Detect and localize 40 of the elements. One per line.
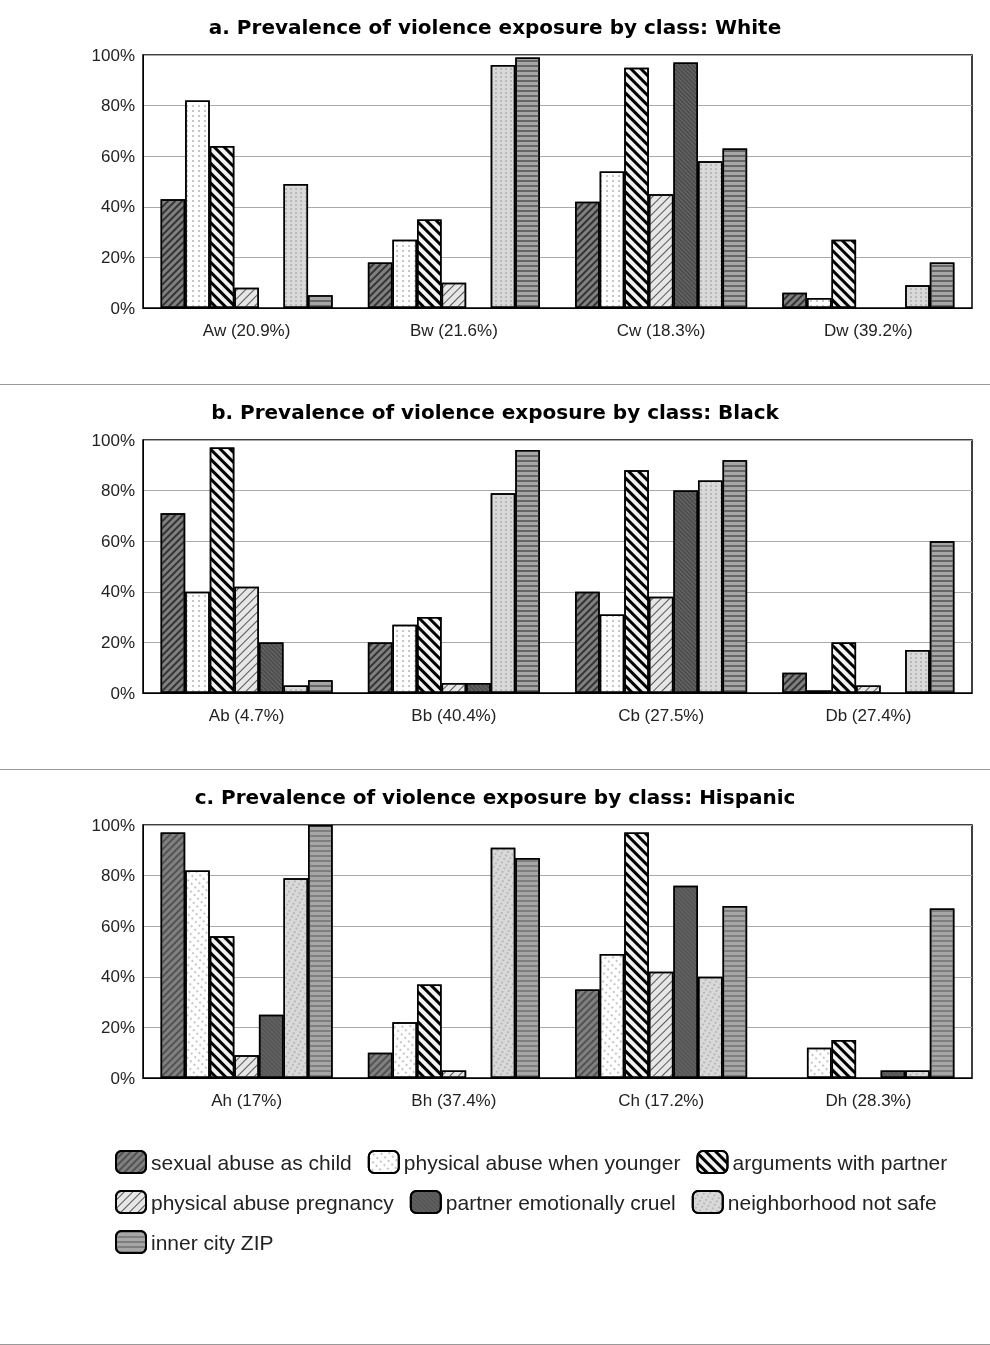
- x-tick-label: Dh (28.3%): [825, 1091, 912, 1110]
- x-tick-label: Cb (27.5%): [618, 706, 705, 725]
- y-tick-label: 0%: [110, 298, 135, 318]
- y-tick-label: 100%: [91, 815, 135, 835]
- y-tick-label: 0%: [110, 1068, 135, 1088]
- legend-label: arguments with partner: [732, 1150, 948, 1174]
- y-tick-label: 20%: [100, 1017, 135, 1037]
- y-tick-label: 60%: [100, 146, 135, 166]
- y-tick-label: 0%: [110, 683, 135, 703]
- y-tick-label: 80%: [100, 866, 135, 886]
- x-tick-label: Dw (39.2%): [823, 321, 913, 340]
- y-tick-label: 100%: [91, 430, 135, 450]
- chart-title: b. Prevalence of violence exposure by class: Black: [211, 400, 780, 424]
- x-tick-label: Cw (18.3%): [616, 321, 706, 340]
- y-tick-label: 60%: [100, 531, 135, 551]
- legend-label: inner city ZIP: [151, 1230, 274, 1254]
- chart-title: c. Prevalence of violence exposure by class: Hispanic: [194, 785, 796, 809]
- legend-label: neighborhood not safe: [727, 1190, 937, 1214]
- y-tick-label: 60%: [100, 916, 135, 936]
- x-tick-label: Db (27.4%): [825, 706, 912, 725]
- y-tick-label: 40%: [100, 197, 135, 217]
- y-tick-label: 100%: [91, 45, 135, 65]
- x-tick-label: Ch (17.2%): [618, 1091, 705, 1110]
- x-tick-label: Ab (4.7%): [208, 706, 285, 725]
- x-tick-label: Bw (21.6%): [409, 321, 498, 340]
- x-tick-label: Bh (37.4%): [411, 1091, 497, 1110]
- y-tick-label: 80%: [100, 96, 135, 116]
- y-tick-label: 40%: [100, 967, 135, 987]
- legend-label: physical abuse when younger: [403, 1150, 681, 1174]
- legend-label: partner emotionally cruel: [445, 1190, 676, 1214]
- x-tick-label: Aw (20.9%): [202, 321, 291, 340]
- legend-label: sexual abuse as child: [151, 1150, 352, 1174]
- x-tick-label: Ah (17%): [211, 1091, 283, 1110]
- chart-title: a. Prevalence of violence exposure by class: White: [208, 15, 782, 39]
- y-tick-label: 40%: [100, 582, 135, 602]
- y-tick-label: 80%: [100, 481, 135, 501]
- y-tick-label: 20%: [100, 632, 135, 652]
- x-tick-label: Bb (40.4%): [411, 706, 497, 725]
- legend-label: physical abuse pregnancy: [151, 1190, 395, 1214]
- y-tick-label: 20%: [100, 247, 135, 267]
